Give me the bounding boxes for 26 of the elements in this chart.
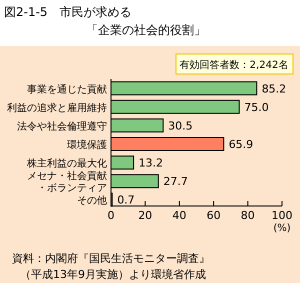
x-tick-label: 60 [206, 209, 221, 222]
data-label: 13.2 [138, 156, 164, 170]
data-label: 27.7 [163, 175, 188, 188]
y-tick-label: 利益の追求と雇用維持 [7, 102, 107, 114]
data-label: 75.0 [244, 100, 269, 114]
text: 有効回答者数：2,242名 [180, 59, 288, 71]
x-tick-label: 20 [138, 209, 152, 222]
data-label: 30.5 [168, 119, 193, 132]
x-axis-title: (%) [273, 223, 291, 234]
chart-subtitle: 「企業の社会的役割」 [86, 23, 206, 37]
data-label: 65.9 [228, 138, 254, 151]
x-tick-label: 0 [108, 209, 114, 222]
text: 資料：内閣府『国民生活モニター調査』 [12, 252, 210, 265]
x-tick-label: 100 [272, 209, 292, 222]
y-tick-label: 法令や社会倫理遵守 [17, 120, 107, 132]
data-label: 0.7 [117, 194, 135, 207]
x-tick-label: 40 [172, 209, 186, 222]
data-label: 85.2 [262, 82, 286, 96]
chart-title: 図2-1-5 市民が求める [4, 5, 132, 19]
y-tick-label: 株主利益の最大化 [26, 158, 107, 170]
y-tick-label: 環境保護 [67, 139, 107, 151]
text: （平成13年9月実施）より環境省作成 [20, 268, 206, 281]
y-tick-label: メセナ・社会貢献・ボランティア [27, 170, 107, 194]
y-tick-label: その他 [77, 194, 107, 207]
y-tick-label: 事業を通じた貢献 [27, 83, 107, 96]
x-tick-label: 80 [240, 209, 255, 222]
